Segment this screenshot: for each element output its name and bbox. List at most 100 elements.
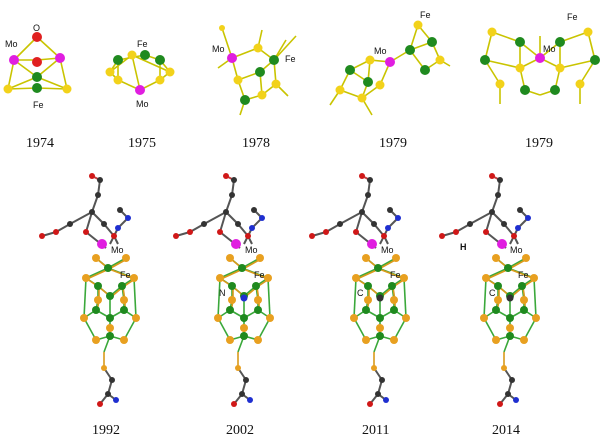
model-1979-a: Fe Mo: [329, 10, 451, 116]
oxygen-atom: [97, 401, 103, 407]
molybdenum-atom: [97, 239, 107, 249]
iron-atom: [388, 282, 396, 290]
bond: [339, 211, 363, 225]
center-atom-label: C: [357, 288, 364, 298]
year-label: 2002: [226, 423, 254, 438]
center-atom-label: N: [219, 288, 226, 298]
center-atom-label: C: [489, 288, 496, 298]
oxygen-atom: [453, 229, 459, 235]
sulfur-atom: [413, 20, 423, 30]
interstitial-atom: [240, 294, 248, 302]
carbon-atom: [359, 209, 365, 215]
molybdenum-atom: [135, 85, 145, 95]
bond: [123, 317, 137, 341]
bond: [355, 267, 379, 279]
sulfur-atom: [257, 90, 267, 100]
sulfur-atom: [120, 336, 128, 344]
iron-atom: [226, 306, 234, 314]
bond: [353, 277, 357, 319]
iron-atom: [376, 332, 384, 340]
iron-atom: [427, 37, 437, 47]
iron-atom: [480, 55, 490, 65]
sulfur-atom: [530, 274, 538, 282]
sulfur-atom: [492, 336, 500, 344]
iron-atom: [515, 37, 525, 47]
bond: [85, 211, 93, 233]
oxygen-atom: [489, 173, 495, 179]
bond: [491, 194, 499, 213]
iron-atom: [240, 332, 248, 340]
sulfur-atom: [254, 336, 262, 344]
iron-atom: [492, 306, 500, 314]
bond: [485, 267, 509, 279]
femoco-model: [309, 173, 410, 407]
year-label: 2011: [362, 423, 389, 438]
oxygen-atom: [217, 229, 223, 235]
oxygen-atom: [483, 229, 489, 235]
oxygen-atom: [245, 233, 251, 239]
iron-atom: [506, 314, 514, 322]
sulfur-atom: [480, 314, 488, 322]
oxygen-atom: [32, 57, 42, 67]
iron-atom: [113, 55, 123, 65]
mo-label: Mo: [136, 99, 149, 109]
carbon-atom: [67, 221, 73, 227]
sulfur-atom: [165, 67, 175, 77]
iron-atom: [504, 264, 512, 272]
oxygen-atom: [511, 233, 517, 239]
iron-atom: [590, 55, 600, 65]
fe-label: Fe: [518, 270, 529, 280]
carbon-atom: [375, 391, 381, 397]
iron-atom: [140, 50, 150, 60]
carbon-atom: [509, 377, 515, 383]
nitrogen-atom: [395, 215, 401, 221]
sulfur-atom: [501, 365, 507, 371]
molybdenum-atom: [227, 53, 237, 63]
sulfur-atom: [155, 75, 165, 85]
nitrogen-atom: [115, 225, 121, 231]
model-1975: Fe Mo: [105, 39, 175, 109]
iron-atom: [240, 314, 248, 322]
sulfur-atom: [113, 75, 123, 85]
bond: [217, 317, 231, 341]
molybdenum-atom: [55, 53, 65, 63]
molybdenum-atom: [497, 239, 507, 249]
iron-atom: [420, 65, 430, 75]
sulfur-atom: [226, 254, 234, 262]
oxygen-atom: [173, 233, 179, 239]
oxygen-atom: [83, 229, 89, 235]
oxygen-atom: [439, 233, 445, 239]
bond: [355, 211, 363, 233]
sulfur-atom: [492, 254, 500, 262]
carbon-atom: [223, 209, 229, 215]
fe-label: Fe: [285, 54, 296, 64]
sulfur-atom: [253, 43, 263, 53]
sulfur-atom: [362, 336, 370, 344]
sulfur-atom: [482, 274, 490, 282]
femoco-model: [173, 173, 274, 407]
sulfur-atom: [266, 314, 274, 322]
mo-label: Mo: [212, 44, 225, 54]
fe-label: Fe: [120, 270, 131, 280]
sulfur-atom: [82, 274, 90, 282]
sulfur-atom: [583, 27, 593, 37]
sulfur-atom: [235, 365, 241, 371]
molybdenum-atom: [231, 239, 241, 249]
bond: [217, 277, 221, 319]
bond: [533, 277, 537, 319]
bond: [225, 194, 233, 213]
year-label: 1974: [26, 136, 54, 151]
sulfur-atom: [132, 314, 140, 322]
sulfur-atom: [264, 274, 272, 282]
iron-atom: [92, 306, 100, 314]
model-1978: Mo Fe: [212, 25, 297, 116]
nitrogen-atom: [249, 225, 255, 231]
bond: [483, 277, 487, 319]
nitrogen-atom: [383, 397, 389, 403]
sulfur-atom: [92, 254, 100, 262]
sulfur-atom: [130, 274, 138, 282]
h-label: H: [460, 242, 467, 252]
iron-atom: [106, 332, 114, 340]
iron-atom: [494, 282, 502, 290]
bond: [523, 317, 537, 341]
